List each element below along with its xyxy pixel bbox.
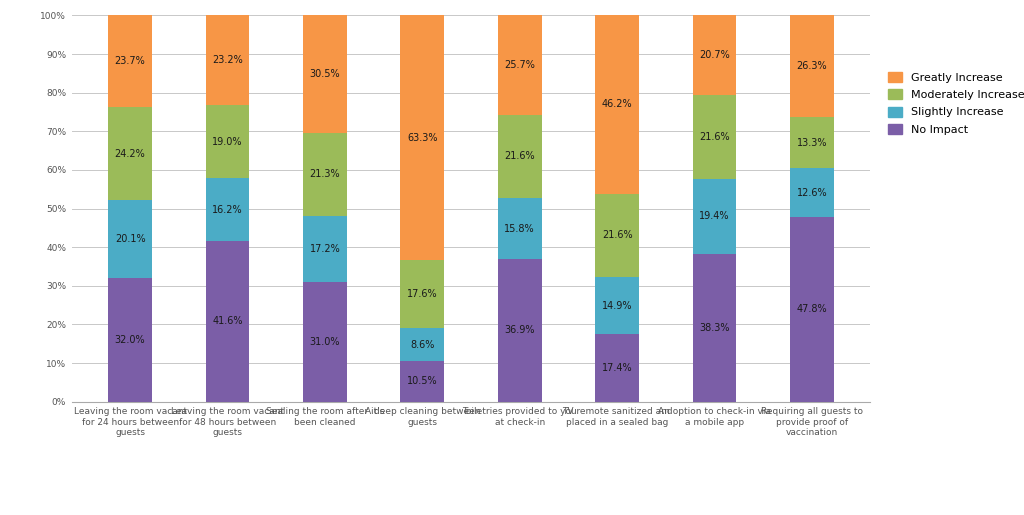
Text: 13.3%: 13.3% (797, 138, 827, 148)
Text: 32.0%: 32.0% (115, 335, 145, 345)
Text: 17.4%: 17.4% (602, 363, 633, 373)
Bar (206, 15, 250, 105)
Text: 21.6%: 21.6% (699, 132, 730, 142)
Bar (206, 105, 250, 179)
Bar (791, 217, 834, 402)
Bar (206, 241, 250, 402)
Text: 63.3%: 63.3% (408, 133, 437, 143)
Text: 14.9%: 14.9% (602, 301, 633, 311)
Bar (498, 115, 542, 198)
Text: 23.7%: 23.7% (115, 56, 145, 66)
Bar (595, 335, 639, 402)
Legend: Greatly Increase, Moderately Increase, Slightly Increase, No Impact: Greatly Increase, Moderately Increase, S… (884, 67, 1024, 140)
Text: 12.6%: 12.6% (797, 188, 827, 198)
Bar (303, 133, 347, 216)
Text: 36.9%: 36.9% (505, 325, 535, 335)
Text: 19.4%: 19.4% (699, 211, 730, 221)
Text: 24.2%: 24.2% (115, 149, 145, 159)
Bar (498, 259, 542, 402)
Text: 38.3%: 38.3% (699, 323, 730, 333)
Bar (109, 200, 152, 278)
Bar (303, 15, 347, 133)
Bar (791, 168, 834, 217)
Bar (206, 179, 250, 241)
Bar (791, 117, 834, 168)
Bar (692, 15, 736, 95)
Bar (109, 107, 152, 200)
Bar (109, 15, 152, 107)
Text: 21.6%: 21.6% (505, 151, 536, 161)
Bar (109, 278, 152, 402)
Text: 23.2%: 23.2% (212, 55, 243, 65)
Text: 17.2%: 17.2% (309, 244, 340, 254)
Text: 16.2%: 16.2% (212, 205, 243, 215)
Bar (692, 179, 736, 254)
Bar (303, 282, 347, 402)
Text: 26.3%: 26.3% (797, 61, 827, 71)
Bar (400, 15, 444, 260)
Bar (400, 260, 444, 328)
Bar (400, 361, 444, 402)
Bar (400, 328, 444, 361)
Text: 19.0%: 19.0% (212, 137, 243, 147)
Bar (692, 95, 736, 179)
Text: 21.3%: 21.3% (309, 169, 340, 179)
Text: 41.6%: 41.6% (212, 316, 243, 327)
Text: 21.6%: 21.6% (602, 230, 633, 240)
Text: 15.8%: 15.8% (505, 224, 536, 234)
Text: 46.2%: 46.2% (602, 99, 633, 109)
Text: 17.6%: 17.6% (407, 289, 437, 299)
Bar (498, 198, 542, 259)
Text: 25.7%: 25.7% (504, 60, 536, 70)
Bar (498, 15, 542, 115)
Text: 8.6%: 8.6% (411, 339, 434, 350)
Bar (791, 15, 834, 117)
Text: 30.5%: 30.5% (309, 70, 340, 79)
Bar (692, 254, 736, 402)
Bar (303, 215, 347, 282)
Text: 20.7%: 20.7% (699, 50, 730, 60)
Text: 47.8%: 47.8% (797, 304, 827, 314)
Text: 10.5%: 10.5% (407, 376, 437, 386)
Text: 31.0%: 31.0% (309, 337, 340, 347)
Text: 20.1%: 20.1% (115, 234, 145, 244)
Bar (595, 15, 639, 194)
Bar (595, 194, 639, 277)
Bar (595, 277, 639, 335)
